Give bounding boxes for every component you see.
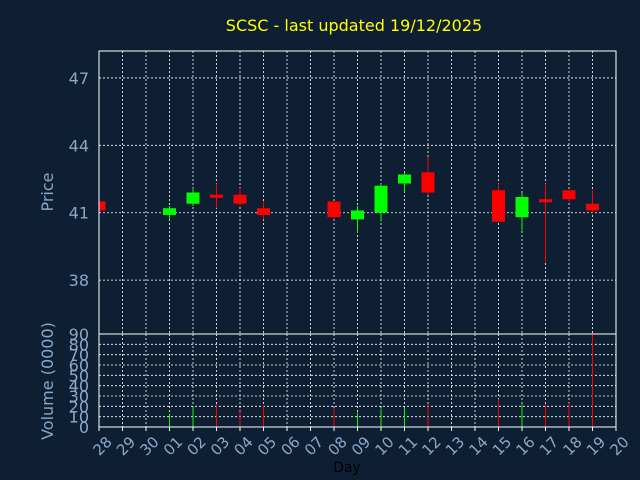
volume-tick-label: 70: [69, 346, 89, 365]
candle-body: [562, 190, 576, 200]
price-panel: 38 41 44 47: [69, 50, 617, 335]
x-tick-label: 01: [160, 433, 186, 459]
candle-body: [210, 194, 223, 198]
candle-28: [98, 201, 106, 211]
candle-body: [539, 199, 552, 203]
volume-tick-label: 10: [69, 408, 89, 427]
x-tick-label: 29: [113, 433, 139, 459]
candle-body: [586, 203, 599, 211]
x-tick-label: 10: [372, 433, 398, 459]
volume-axis-label: Volume (0000): [38, 322, 57, 440]
price-axis-label: Price: [38, 172, 57, 211]
x-tick-label: 12: [419, 433, 445, 459]
x-tick-label: 03: [207, 433, 233, 459]
volume-tick-label: 0: [79, 418, 89, 437]
candle-08: [327, 201, 341, 220]
candle-19: [586, 190, 599, 213]
candle-body: [186, 192, 200, 204]
x-tick-label: 11: [395, 433, 421, 459]
x-tick-label: 16: [513, 433, 539, 459]
x-axis-label: Day: [333, 460, 361, 476]
candle-body: [257, 208, 270, 215]
candle-body: [421, 172, 435, 193]
candle-body: [398, 174, 411, 184]
x-tick-label: 02: [184, 433, 210, 459]
volume-tick-label: 50: [69, 366, 89, 385]
candle-12: [421, 156, 435, 195]
candle-body: [374, 185, 388, 213]
candle-01: [163, 205, 176, 220]
candle-body: [233, 194, 247, 204]
candle-body: [163, 208, 176, 215]
volume-tick-label: 90: [69, 325, 89, 344]
x-tick-label: 07: [301, 433, 327, 459]
candle-02: [186, 188, 200, 206]
volume-tick-label: 60: [69, 356, 89, 375]
x-tick-label: 30: [137, 433, 163, 459]
x-tick-label: 18: [560, 433, 586, 459]
x-tick-label: 28: [90, 433, 116, 459]
candle-03: [210, 183, 223, 209]
candle-body: [515, 196, 529, 218]
x-tick-label: 13: [442, 433, 468, 459]
candle-11: [398, 172, 411, 193]
volume-tick-label: 20: [69, 397, 89, 416]
candle-10: [374, 183, 388, 222]
candle-04: [233, 188, 247, 206]
x-tick-label: 20: [607, 433, 633, 459]
price-tick-label: 47: [69, 69, 89, 88]
x-tick-label: 14: [466, 433, 492, 459]
x-tick-label: 09: [348, 433, 374, 459]
x-axis: 2829300102030405060708091011121314151617…: [90, 427, 633, 459]
candle-body: [492, 190, 505, 222]
candle-body: [327, 201, 341, 218]
candle-16: [515, 192, 529, 231]
x-tick-label: 17: [536, 433, 562, 459]
price-tick-label: 41: [69, 204, 89, 223]
candle-18: [562, 190, 576, 202]
chart-title: SCSC - last updated 19/12/2025: [226, 16, 482, 35]
candle-body: [99, 201, 106, 211]
candle-05: [257, 201, 270, 220]
volume-tick-label: 80: [69, 335, 89, 354]
candle-09: [351, 205, 364, 233]
candle-15: [492, 183, 505, 222]
x-tick-label: 06: [278, 433, 304, 459]
x-tick-label: 04: [231, 433, 257, 459]
x-tick-label: 08: [325, 433, 351, 459]
candle-17: [539, 183, 552, 263]
x-tick-label: 19: [583, 433, 609, 459]
x-tick-label: 15: [489, 433, 515, 459]
volume-tick-label: 40: [69, 377, 89, 396]
x-tick-label: 05: [254, 433, 280, 459]
price-tick-label: 44: [69, 136, 89, 155]
candle-body: [351, 210, 364, 220]
volume-tick-label: 30: [69, 387, 89, 406]
price-tick-label: 38: [69, 271, 89, 290]
